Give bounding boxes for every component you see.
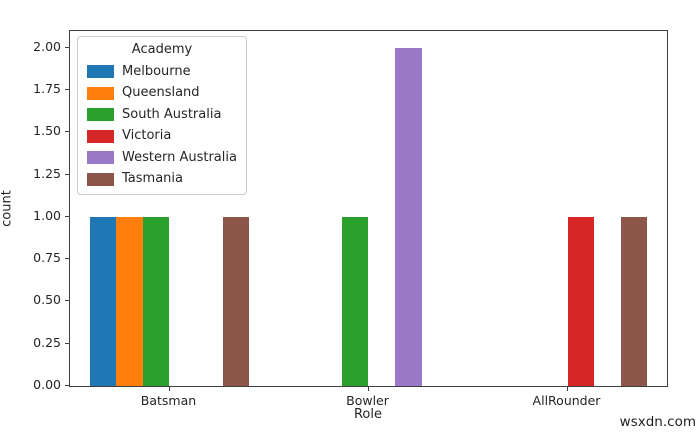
legend-items: Melbourne Queensland South Australia Victor… (78, 61, 246, 190)
y-tick-mark (65, 385, 69, 386)
x-axis-label: Role (353, 407, 382, 422)
legend-label: Victoria (122, 128, 172, 144)
legend-label: Western Australia (122, 149, 237, 165)
y-tick-mark (65, 89, 69, 91)
legend-item-western-australia: Western Australia (78, 147, 246, 169)
legend-label: South Australia (122, 106, 222, 122)
y-tick-label: 0.25 (33, 334, 61, 350)
y-tick-label: 0.75 (33, 250, 61, 266)
y-tick-label: 1.25 (33, 165, 61, 181)
bar-south-australia-batsman (142, 216, 170, 386)
y-tick-label: 1.75 (33, 81, 61, 97)
bar-tasmania-allrounder (620, 216, 648, 386)
x-tick-mark (566, 387, 568, 391)
legend-label: Queensland (122, 85, 200, 101)
legend-label: Tasmania (122, 171, 183, 187)
y-tick-mark (65, 131, 69, 133)
y-tick-mark (65, 258, 69, 260)
bar-western-australia-bowler (395, 47, 422, 386)
legend: Academy Melbourne Queensland South Austral… (77, 36, 247, 195)
watermark: wsxdn.com (619, 414, 696, 430)
bar-victoria-allrounder (567, 216, 595, 386)
legend-item-south-australia: South Australia (78, 104, 246, 126)
y-tick-mark (65, 173, 69, 175)
legend-item-victoria: Victoria (78, 126, 246, 148)
legend-item-queensland: Queensland (78, 83, 246, 105)
x-tick-label-bowler: Bowler (346, 393, 389, 408)
x-tick-label-allrounder: AllRounder (532, 393, 601, 408)
bar-south-australia-bowler (341, 216, 369, 386)
legend-swatch-victoria (87, 129, 114, 143)
y-tick-mark (65, 215, 69, 217)
legend-swatch-western-australia (87, 151, 114, 165)
legend-swatch-south-australia (87, 108, 114, 122)
bar-queensland-batsman (116, 216, 143, 386)
legend-swatch-melbourne (87, 65, 114, 79)
bar-melbourne-batsman (89, 216, 117, 386)
legend-swatch-queensland (87, 86, 114, 100)
bar-tasmania-batsman (222, 216, 250, 386)
legend-label: Melbourne (122, 63, 191, 79)
x-tick-label-batsman: Batsman (140, 393, 197, 408)
y-tick-mark (65, 300, 69, 302)
y-tick-label: 2.00 (33, 38, 61, 54)
x-tick-mark (168, 387, 170, 391)
y-tick-label: 1.50 (33, 123, 61, 139)
legend-item-tasmania: Tasmania (78, 169, 246, 191)
y-tick-mark (65, 342, 69, 344)
x-tick-mark (367, 387, 369, 391)
y-tick-label: 1.00 (33, 207, 61, 223)
y-tick-mark (65, 46, 69, 48)
plot-area (69, 30, 668, 387)
legend-title: Academy (131, 42, 193, 57)
legend-item-melbourne: Melbourne (78, 61, 246, 83)
legend-swatch-tasmania (87, 172, 114, 186)
y-tick-label: 0.50 (33, 292, 61, 308)
y-tick-label: 0.00 (33, 377, 61, 392)
